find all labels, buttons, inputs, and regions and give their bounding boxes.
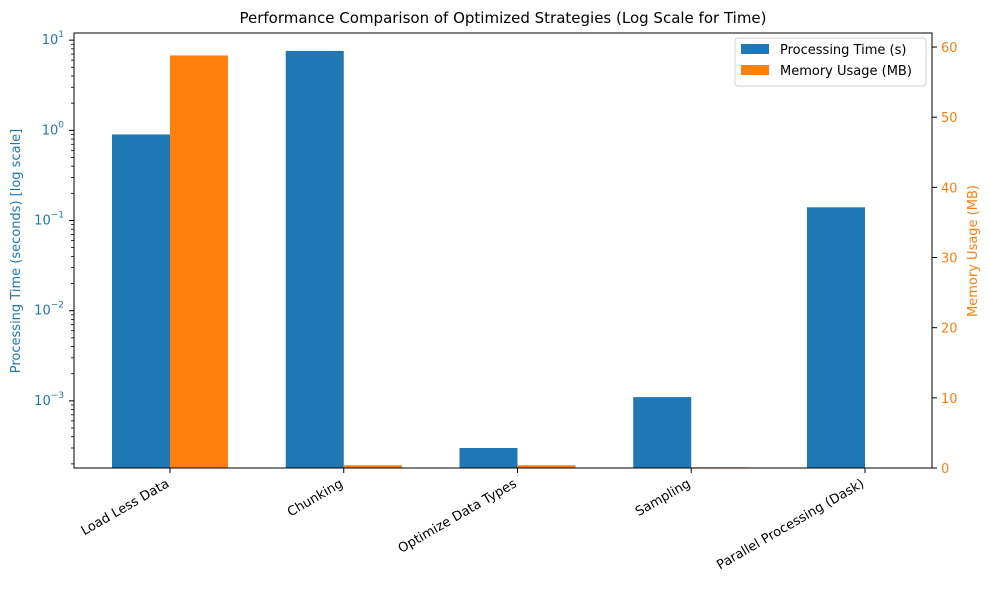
left-tick-label-3: 100 — [42, 120, 65, 138]
legend-label-0: Processing Time (s) — [780, 43, 906, 58]
left-axis-label: Processing Time (seconds) [log scale] — [9, 129, 24, 374]
x-axis: Load Less Data Chunking Optimize Data Type… — [79, 468, 867, 573]
bar-time-2 — [459, 447, 518, 468]
plot-frame — [73, 32, 933, 469]
right-axis-label: Memory Usage (MB) — [966, 185, 981, 317]
right-tick-label-4: 40 — [941, 181, 958, 196]
left-tick-label-4: 101 — [42, 30, 64, 48]
left-axis: 10−3 10−2 10−1 100 101 — [34, 30, 74, 465]
legend-swatch-1 — [741, 65, 769, 75]
right-axis: 0 10 20 30 40 50 60 — [932, 41, 958, 477]
x-tick-label-4: Parallel Processing (Dask) — [714, 476, 867, 573]
x-tick-label-1: Chunking — [285, 476, 346, 520]
left-tick-label-0: 10−3 — [34, 391, 64, 409]
right-tick-label-1: 10 — [941, 392, 958, 407]
right-tick-label-2: 20 — [941, 322, 958, 337]
left-tick-label-2: 10−1 — [34, 210, 64, 228]
right-tick-label-5: 50 — [941, 111, 958, 126]
bar-time-4 — [806, 207, 865, 468]
bar-time-1 — [285, 50, 344, 468]
right-tick-label-6: 60 — [941, 41, 958, 56]
legend: Processing Time (s) Memory Usage (MB) — [734, 37, 927, 87]
right-tick-label-0: 0 — [941, 462, 949, 477]
x-tick-label-2: Optimize Data Types — [396, 476, 520, 556]
legend-swatch-0 — [741, 44, 769, 54]
bar-memory-2 — [517, 465, 576, 468]
bar-memory-0 — [170, 55, 228, 469]
bars — [112, 50, 865, 469]
x-tick-label-3: Sampling — [633, 476, 693, 519]
chart-title: Performance Comparison of Optimized Stra… — [239, 9, 766, 27]
legend-box — [734, 37, 927, 87]
bar-time-0 — [112, 134, 170, 468]
left-tick-label-1: 10−2 — [34, 301, 64, 319]
x-tick-label-0: Load Less Data — [79, 476, 172, 539]
legend-label-1: Memory Usage (MB) — [780, 64, 912, 79]
bar-memory-1 — [343, 465, 402, 468]
bar-time-3 — [633, 397, 692, 468]
right-tick-label-3: 30 — [941, 252, 958, 267]
